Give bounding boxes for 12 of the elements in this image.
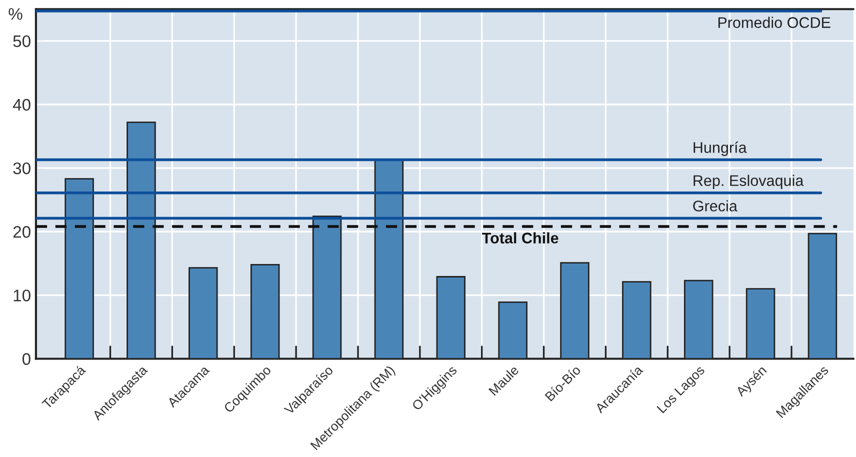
- y-tick-label: 40: [12, 98, 30, 111]
- y-tick-label: 20: [13, 226, 30, 238]
- ref-line-label: Grecia: [693, 200, 738, 212]
- ref-line-label: Hungría: [694, 142, 747, 156]
- ref-line-label: Total Chile: [482, 232, 558, 244]
- ref-line-label: Promedio OCDE: [718, 16, 830, 28]
- y-tick-label: 10: [14, 290, 30, 302]
- y-tick-label: 0: [22, 353, 30, 365]
- y-tick-label: 50: [13, 35, 30, 48]
- ref-line-label: Rep. Eslovaquia: [694, 174, 804, 190]
- y-tick-label: 30: [13, 162, 30, 174]
- y-axis-title: %: [8, 8, 22, 20]
